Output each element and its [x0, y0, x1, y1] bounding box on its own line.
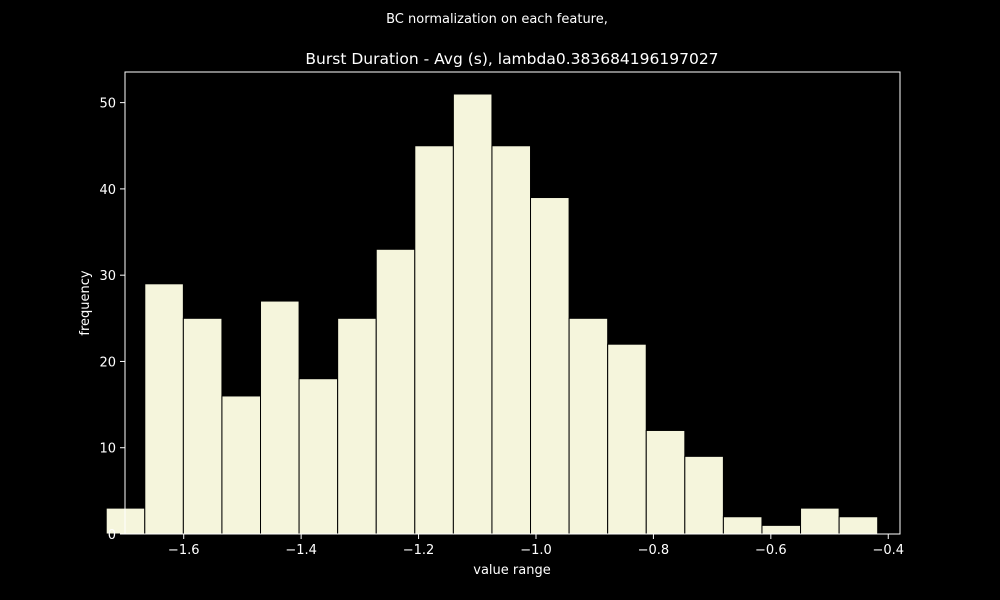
y-axis-label: frequency [78, 270, 93, 336]
chart-title: Burst Duration - Avg (s), lambda0.383684… [305, 50, 718, 68]
histogram-bar [684, 455, 724, 535]
histogram-bar [298, 378, 339, 535]
x-tick-label: −1.6 [168, 543, 200, 558]
histogram-bar [221, 395, 261, 535]
histogram-bar [452, 93, 493, 535]
y-tick-label: 0 [108, 528, 116, 543]
histogram-bar [414, 145, 454, 535]
y-tick-label: 40 [99, 183, 116, 198]
x-tick-label: −1.2 [403, 543, 435, 558]
histogram-bar [607, 343, 647, 535]
histogram-bar [260, 300, 300, 535]
y-tick-label: 50 [99, 97, 116, 112]
figure-suptitle: BC normalization on each feature, [386, 12, 608, 27]
x-tick-label: −0.4 [872, 543, 904, 558]
histogram-bar [182, 317, 223, 535]
histogram-bar [337, 317, 377, 535]
y-tick-label: 30 [99, 269, 116, 284]
histogram-bar [838, 516, 879, 535]
bars-group [105, 93, 879, 535]
x-tick-label: −1.0 [520, 543, 552, 558]
y-tick-label: 10 [99, 442, 116, 457]
histogram-bar [491, 145, 532, 535]
x-tick-label: −0.6 [755, 543, 787, 558]
histogram-bar [645, 429, 686, 535]
y-axis-ticks: 0 10 20 30 40 50 [99, 97, 125, 543]
histogram-bar [761, 524, 802, 535]
histogram-bar [568, 317, 609, 535]
y-tick-label: 20 [99, 355, 116, 370]
x-tick-label: −0.8 [638, 543, 670, 558]
histogram-bar [375, 248, 416, 535]
x-axis-ticks: −1.6 −1.4 −1.2 −1.0 −0.8 −0.6 −0.4 [168, 534, 904, 558]
x-tick-label: −1.4 [285, 543, 317, 558]
x-axis-label: value range [473, 563, 550, 578]
histogram-bar [530, 197, 570, 535]
histogram-bar [722, 516, 763, 535]
histogram-bar [144, 283, 184, 535]
plot-frame [124, 71, 901, 535]
histogram-bar [800, 507, 840, 535]
